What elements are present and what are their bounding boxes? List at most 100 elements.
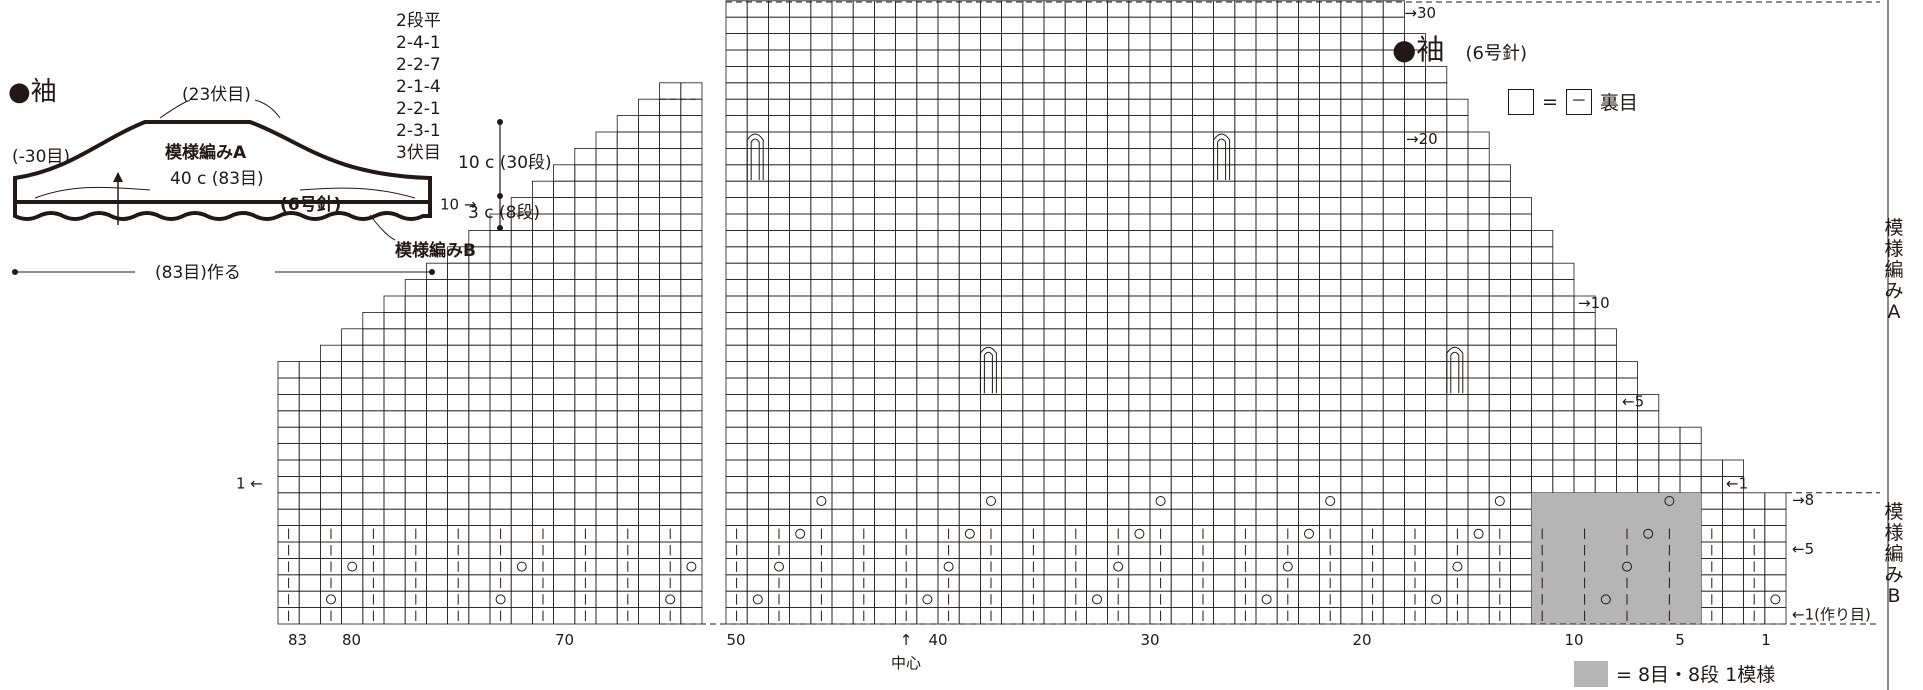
chart-cell (425, 344, 448, 363)
chart-cell (1128, 147, 1151, 166)
chart-cell (638, 574, 661, 592)
chart-cell (489, 508, 512, 527)
chart-cell (404, 328, 427, 346)
chart-cell (1488, 508, 1511, 527)
chart-cell (1594, 475, 1617, 494)
chart-cell (1086, 377, 1109, 395)
chart-cell (1234, 295, 1257, 313)
chart-cell (1276, 558, 1299, 576)
chart-cell (489, 229, 512, 248)
chart-cell (1510, 311, 1533, 330)
chart-cell (1234, 246, 1257, 264)
chart-cell (1637, 475, 1660, 494)
chart-cell (425, 525, 448, 543)
chart-cell (1404, 229, 1427, 248)
chart-cell (510, 262, 533, 281)
chart-cell (852, 16, 875, 35)
chart-cell (1382, 82, 1405, 100)
chart-cell (1425, 262, 1448, 281)
chart-cell (980, 459, 1003, 477)
chart-cell (746, 311, 769, 330)
chart-cell (298, 574, 321, 592)
chart-cell (1510, 393, 1533, 412)
chart-cell (1531, 426, 1554, 445)
chart-cell (937, 131, 960, 149)
chart-cell (725, 459, 748, 477)
chart-cell (1404, 475, 1427, 494)
chart-cell (1043, 82, 1066, 100)
chart-cell (1488, 443, 1511, 461)
chart-cell (1404, 33, 1427, 51)
chart-cell (789, 180, 812, 198)
chart-cell (1425, 197, 1448, 215)
chart-cell (1340, 443, 1363, 461)
chart-cell (1149, 66, 1172, 84)
chart-cell (1086, 262, 1109, 281)
chart-cell (1107, 410, 1130, 428)
chart-cell (616, 246, 639, 264)
chart-cell (725, 147, 748, 166)
chart-cell (810, 213, 833, 231)
chart-cell (1107, 361, 1130, 379)
chart-cell (1425, 508, 1448, 527)
chart-cell (1213, 311, 1236, 330)
chart-cell (725, 410, 748, 428)
schematic-pattern-a: 模様編みA (165, 142, 247, 163)
chart-cell (595, 443, 618, 461)
chart-cell (725, 475, 748, 494)
chart-cell (1467, 344, 1490, 363)
chart-cell (768, 164, 791, 182)
chart-cell (746, 246, 769, 264)
chart-cell (1679, 443, 1702, 461)
chart-cell (958, 410, 981, 428)
chart-cell (768, 361, 791, 379)
chart-cell (553, 574, 576, 592)
chart-cell (746, 213, 769, 231)
chart-cell (298, 590, 321, 609)
chart-cell (1404, 147, 1427, 166)
chart-cell (1276, 115, 1299, 133)
chart-cell (725, 443, 748, 461)
chart-cell (831, 361, 854, 379)
chart-cell (874, 541, 897, 559)
chart-cell (980, 279, 1003, 297)
chart-cell (1298, 475, 1321, 494)
chart-cell (1446, 98, 1469, 116)
chart-cell (616, 475, 639, 494)
chart-cell (1382, 98, 1405, 116)
chart-cell (1573, 328, 1596, 346)
chart-cell (1616, 475, 1639, 494)
chart-cell (1298, 147, 1321, 166)
chart-cell (1086, 459, 1109, 477)
chart-cell (895, 246, 918, 264)
chart-cell (532, 377, 555, 395)
chart-cell (1319, 180, 1342, 198)
chart-cell (1510, 558, 1533, 576)
chart-cell (958, 459, 981, 477)
chart-cell (874, 262, 897, 281)
chart-cell (1234, 131, 1257, 149)
chart-cell (1276, 295, 1299, 313)
chart-cell (725, 66, 748, 84)
chart-cell (1573, 295, 1596, 313)
chart-cell (1149, 426, 1172, 445)
chart-cell (447, 279, 470, 297)
chart-cell (680, 475, 703, 494)
chart-cell (1488, 328, 1511, 346)
chart-cell (1192, 115, 1215, 133)
axis-label: 5 (1675, 631, 1685, 649)
chart-cell (616, 295, 639, 313)
chart-cell (789, 16, 812, 35)
chart-cell (1340, 393, 1363, 412)
chart-cell (638, 213, 661, 231)
chart-cell (616, 197, 639, 215)
chart-cell (874, 66, 897, 84)
chart-cell (916, 246, 939, 264)
chart-cell (659, 393, 682, 412)
chart-cell (789, 66, 812, 84)
chart-cell (1086, 213, 1109, 231)
chart-cell (1128, 443, 1151, 461)
chart-cell (1298, 328, 1321, 346)
chart-cell (1107, 33, 1130, 51)
chart-cell (958, 475, 981, 494)
